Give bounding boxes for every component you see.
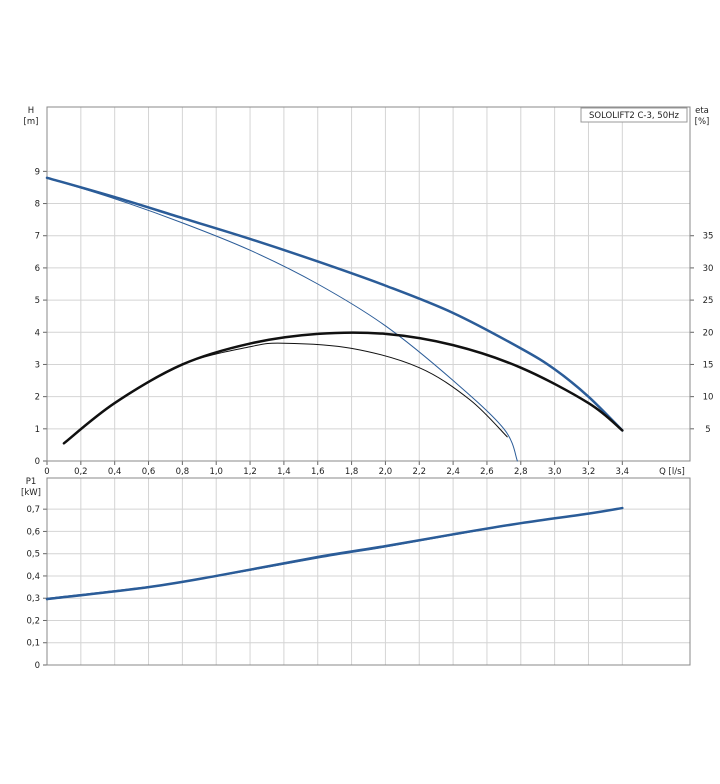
series-line xyxy=(46,507,623,599)
x-tick-label: 2,8 xyxy=(514,467,528,477)
y2-axis-unit: [%] xyxy=(695,117,710,127)
y2-tick-label: 5 xyxy=(705,425,710,435)
y-tick-label: 3 xyxy=(35,360,40,370)
y2-tick-label: 20 xyxy=(703,328,714,338)
y-tick-label: 9 xyxy=(35,167,40,177)
y-tick-label: 7 xyxy=(35,232,40,242)
series-line xyxy=(45,176,624,432)
y2-tick-label: 15 xyxy=(703,360,714,370)
legend-box xyxy=(580,107,688,123)
y-tick-label: 5 xyxy=(35,296,40,306)
x-tick-label: 1,2 xyxy=(243,467,257,477)
x-tick-label: 1,8 xyxy=(345,467,359,477)
x-tick-label: 1,0 xyxy=(209,467,223,477)
y-tick-label: 0,1 xyxy=(26,639,40,649)
y-tick-label: 0 xyxy=(35,457,40,467)
series-line xyxy=(63,342,508,444)
y-tick-label: 1 xyxy=(35,425,40,435)
x-tick-label: 0,4 xyxy=(108,467,122,477)
y-tick-label: 0,5 xyxy=(26,550,40,560)
x-tick-label: 2,4 xyxy=(446,467,460,477)
x-tick-label: 3,4 xyxy=(616,467,630,477)
plot-area xyxy=(46,477,691,666)
x-tick-label: 0,8 xyxy=(176,467,190,477)
x-tick-label: 3,0 xyxy=(548,467,562,477)
y-tick-label: 6 xyxy=(35,264,40,274)
y2-tick-label: 35 xyxy=(703,232,714,242)
x-tick-label: 2,0 xyxy=(379,467,393,477)
plot-area xyxy=(46,106,691,462)
plot-frame xyxy=(46,477,691,666)
y-tick-label: 2 xyxy=(35,393,40,403)
y-axis-label: H xyxy=(28,106,34,116)
y-tick-label: 0,6 xyxy=(26,527,40,537)
y-tick-label: 0 xyxy=(35,661,40,671)
x-tick-label: 2,6 xyxy=(480,467,494,477)
x-tick-label: 0,2 xyxy=(74,467,88,477)
y2-axis-label: eta xyxy=(695,106,709,116)
x-axis-label: Q [l/s] xyxy=(659,467,685,477)
y2-tick-label: 25 xyxy=(703,296,714,306)
x-tick-label: 0 xyxy=(44,467,49,477)
y-tick-label: 4 xyxy=(35,328,40,338)
y-tick-label: 0,7 xyxy=(26,505,40,515)
chart-title: SOLOLIFT2 C-3, 50Hz xyxy=(589,111,680,121)
y-tick-label: 0,2 xyxy=(26,616,40,626)
y-axis-label: P1 xyxy=(26,477,37,487)
series-line xyxy=(46,177,518,462)
y-tick-label: 0,4 xyxy=(26,572,40,582)
y-tick-label: 8 xyxy=(35,200,40,210)
plot-frame xyxy=(46,106,691,462)
x-tick-label: 0,6 xyxy=(142,467,156,477)
y2-tick-label: 10 xyxy=(703,393,714,403)
x-tick-label: 1,6 xyxy=(311,467,325,477)
y-tick-label: 0,3 xyxy=(26,594,40,604)
x-tick-label: 2,2 xyxy=(412,467,426,477)
y-axis-unit: [kW] xyxy=(21,488,41,498)
y-axis-unit: [m] xyxy=(24,117,39,127)
x-tick-label: 1,4 xyxy=(277,467,291,477)
y2-tick-label: 30 xyxy=(703,264,714,274)
x-tick-label: 3,2 xyxy=(582,467,596,477)
